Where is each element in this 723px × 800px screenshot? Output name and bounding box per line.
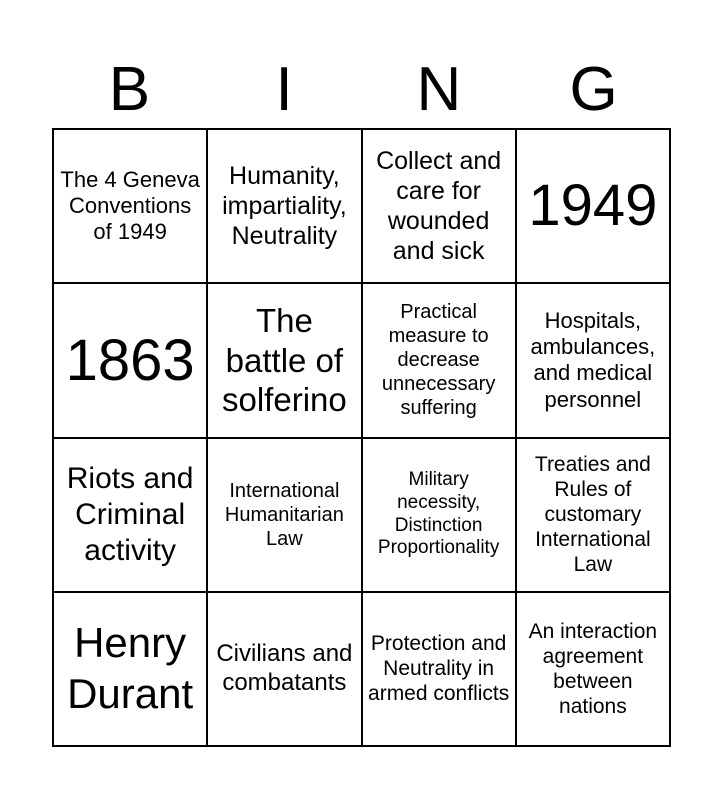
bingo-cell[interactable]: The battle of solferino bbox=[207, 283, 362, 438]
bingo-cell[interactable]: Practical measure to decrease unnecessar… bbox=[361, 283, 516, 438]
cell-text: Civilians and combatants bbox=[216, 640, 353, 696]
bingo-cell[interactable]: Hospitals, ambulances, and medical perso… bbox=[515, 283, 670, 438]
cell-text: 1949 bbox=[528, 173, 658, 239]
header-letter-n: N bbox=[416, 55, 462, 124]
cell-text: The battle of solferino bbox=[222, 301, 347, 419]
cell-text: Treaties and Rules of customary Internat… bbox=[534, 452, 651, 577]
bingo-cell[interactable]: Civilians and combatants bbox=[207, 591, 362, 746]
bingo-grid: The 4 Geneva Conventions of 1949 Humanity… bbox=[52, 128, 671, 747]
bingo-cell[interactable]: Collect and care for wounded and sick bbox=[361, 129, 516, 284]
bingo-cell[interactable]: Military necessity, Distinction Proporti… bbox=[361, 437, 516, 592]
header-letter-b: B bbox=[108, 55, 151, 124]
cell-text: Riots and Criminal activity bbox=[66, 461, 194, 567]
bingo-cell[interactable]: 1863 bbox=[53, 283, 208, 438]
bingo-cell[interactable]: International Humanitarian Law bbox=[207, 437, 362, 592]
bingo-cell[interactable]: Riots and Criminal activity bbox=[53, 437, 208, 592]
header-letter-i: I bbox=[275, 55, 293, 124]
bingo-cell[interactable]: The 4 Geneva Conventions of 1949 bbox=[53, 129, 208, 284]
cell-text: Practical measure to decrease unnecessar… bbox=[381, 301, 496, 420]
bingo-cell[interactable]: An interaction agreement between nations bbox=[515, 591, 670, 746]
cell-text: Henry Durant bbox=[67, 619, 194, 717]
bingo-cell[interactable]: Protection and Neutrality in armed confl… bbox=[361, 591, 516, 746]
cell-text: Humanity, impartiality, Neutrality bbox=[222, 162, 347, 251]
cell-text: The 4 Geneva Conventions of 1949 bbox=[60, 166, 200, 245]
cell-text: International Humanitarian Law bbox=[224, 479, 344, 550]
bingo-header: B I N G bbox=[52, 52, 671, 128]
header-letter-g: G bbox=[569, 55, 618, 124]
cell-text: Protection and Neutrality in armed confl… bbox=[368, 632, 510, 706]
bingo-cell[interactable]: Henry Durant bbox=[53, 591, 208, 746]
cell-text: Military necessity, Distinction Proporti… bbox=[377, 469, 500, 559]
cell-text: An interaction agreement between nations bbox=[528, 619, 658, 719]
cell-text: Collect and care for wounded and sick bbox=[376, 147, 502, 266]
bingo-cell[interactable]: Treaties and Rules of customary Internat… bbox=[515, 437, 670, 592]
cell-text: 1863 bbox=[65, 327, 195, 393]
bingo-cell[interactable]: Humanity, impartiality, Neutrality bbox=[207, 129, 362, 284]
cell-text: Hospitals, ambulances, and medical perso… bbox=[530, 307, 656, 412]
bingo-cell[interactable]: 1949 bbox=[515, 129, 670, 284]
